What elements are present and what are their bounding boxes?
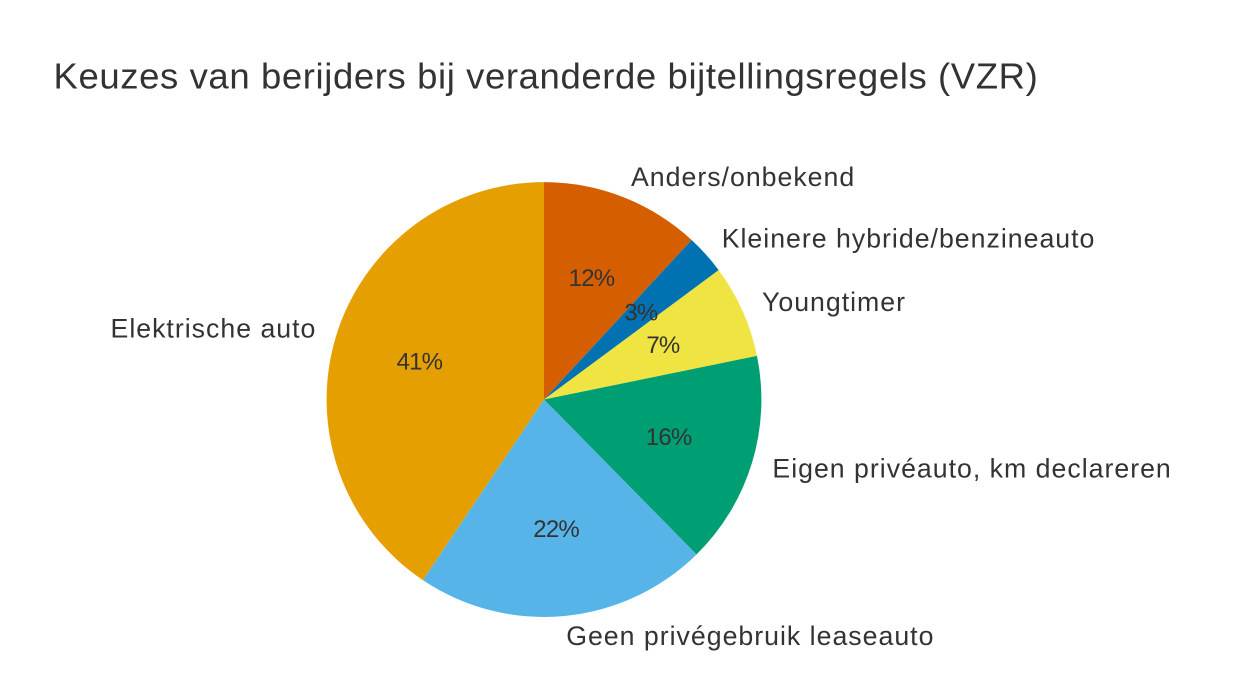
svg-text:12%: 12% [569,265,615,292]
svg-text:16%: 16% [646,424,692,451]
svg-text:3%: 3% [624,299,658,326]
svg-text:Kleinere hybride/benzineauto: Kleinere hybride/benzineauto [722,224,1096,254]
svg-text:Eigen privéauto, km declareren: Eigen privéauto, km declareren [772,454,1171,484]
svg-text:Geen privégebruik leaseauto: Geen privégebruik leaseauto [566,621,934,651]
svg-text:41%: 41% [397,348,443,375]
svg-text:Anders/onbekend: Anders/onbekend [631,162,855,192]
svg-text:Elektrische auto: Elektrische auto [111,313,317,343]
svg-text:Youngtimer: Youngtimer [762,287,906,317]
svg-text:7%: 7% [646,332,680,359]
svg-text:Keuzes van berijders bij veran: Keuzes van berijders bij veranderde bijt… [54,55,1039,96]
svg-text:22%: 22% [533,516,579,543]
